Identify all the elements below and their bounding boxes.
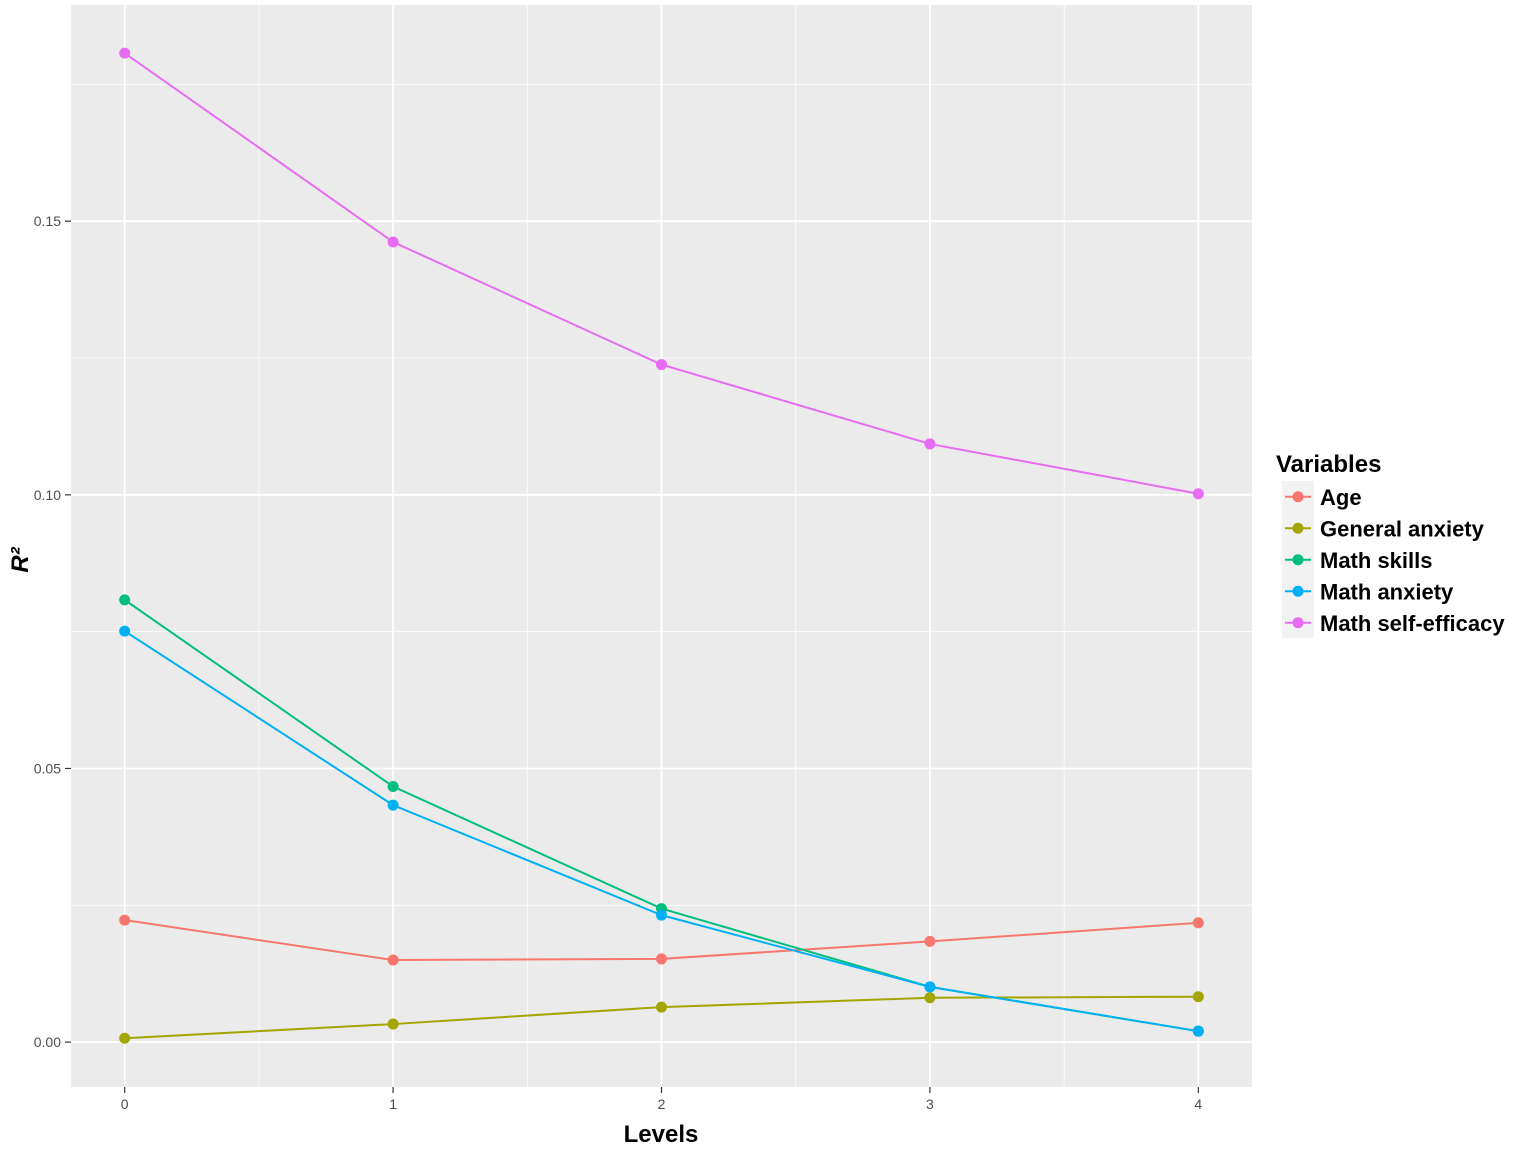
legend-label: Math skills: [1320, 548, 1432, 573]
data-point: [924, 992, 936, 1004]
data-point: [924, 981, 936, 993]
data-point: [387, 799, 399, 811]
legend-title: Variables: [1276, 451, 1381, 478]
data-point: [656, 359, 667, 371]
legend-label: Math self-efficacy: [1320, 611, 1505, 636]
data-point: [119, 625, 131, 637]
data-point: [119, 914, 131, 926]
y-tick-label: 0.05: [34, 760, 61, 776]
legend-key-point: [1292, 522, 1304, 534]
x-tick-label: 3: [926, 1096, 934, 1112]
legend-key-point: [1292, 554, 1304, 566]
x-tick-label: 2: [658, 1096, 666, 1112]
data-point: [1192, 1025, 1204, 1037]
data-point: [387, 954, 399, 966]
data-point: [924, 935, 936, 947]
data-point: [387, 781, 399, 793]
legend-key-point: [1292, 585, 1304, 597]
data-point: [387, 236, 399, 248]
legend-label: General anxiety: [1320, 516, 1485, 541]
data-point: [119, 47, 131, 59]
data-point: [656, 953, 667, 965]
y-tick-label: 0.15: [34, 213, 61, 229]
series-layer: [119, 47, 1204, 1044]
data-point: [656, 909, 667, 921]
data-point: [1192, 917, 1204, 929]
y-axis-title: R²: [7, 546, 34, 572]
data-point: [924, 438, 936, 450]
x-tick-label: 1: [389, 1096, 397, 1112]
x-axis-title: Levels: [624, 1121, 699, 1148]
legend-key-point: [1292, 491, 1304, 503]
x-tick-label: 4: [1194, 1096, 1202, 1112]
legend: Variables Age General anxiety Math skills M…: [1276, 451, 1505, 639]
data-point: [656, 1001, 667, 1013]
y-tick-label: 0.10: [34, 487, 61, 503]
legend-key-point: [1292, 617, 1304, 629]
data-point: [1192, 488, 1204, 500]
data-point: [119, 1032, 131, 1044]
x-tick-label: 0: [121, 1096, 129, 1112]
legend-label: Age: [1320, 485, 1362, 510]
data-point: [387, 1018, 399, 1030]
axis-layer: 0 1 2 3 4 0.00 0.05 0.10 0.15: [34, 213, 1203, 1112]
data-point: [119, 594, 131, 606]
y-tick-label: 0.00: [34, 1034, 61, 1050]
data-point: [1192, 991, 1204, 1003]
legend-label: Math anxiety: [1320, 579, 1454, 604]
